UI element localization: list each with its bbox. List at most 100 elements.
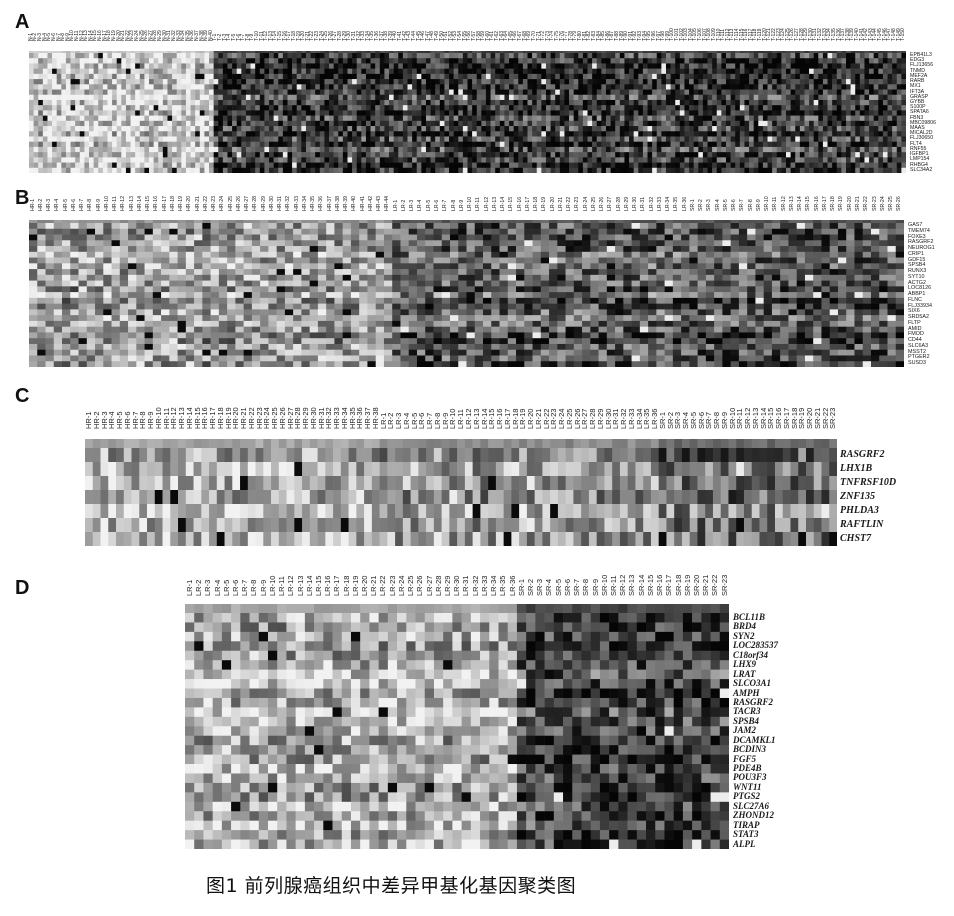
heatmap-cell xyxy=(365,141,371,148)
heatmap-cell xyxy=(485,84,491,90)
heatmap-cell xyxy=(601,162,607,169)
heatmap-cell xyxy=(453,53,459,59)
group-band-cell xyxy=(309,220,319,223)
heatmap-cell xyxy=(522,162,528,169)
heatmap-cell xyxy=(301,89,307,96)
heatmap-cell xyxy=(453,162,459,169)
heatmap-cell xyxy=(84,94,90,101)
heatmap-cell xyxy=(476,89,482,96)
heatmap-cell xyxy=(481,84,487,90)
heatmap-cell xyxy=(167,110,173,116)
heatmap-cell xyxy=(324,89,330,96)
heatmap-cell xyxy=(721,162,727,169)
heatmap-cell xyxy=(250,53,256,59)
heatmap-cell xyxy=(61,146,67,153)
heatmap-cell xyxy=(495,136,501,142)
heatmap-cell xyxy=(38,162,44,169)
heatmap-cell xyxy=(453,94,459,101)
heatmap-cell xyxy=(896,89,902,96)
heatmap-cell xyxy=(596,53,602,59)
group-band-cell xyxy=(375,51,381,53)
heatmap-cell xyxy=(522,58,528,64)
heatmap-cell xyxy=(61,157,67,163)
heatmap-cell xyxy=(661,84,667,90)
group-band-cell xyxy=(639,220,649,223)
heatmap-cell xyxy=(716,141,722,148)
heatmap-cell xyxy=(125,146,131,153)
heatmap-cell xyxy=(813,63,819,69)
heatmap-cell xyxy=(555,63,561,69)
group-band-cell xyxy=(116,51,122,53)
heatmap-cell xyxy=(721,84,727,90)
heatmap-cell xyxy=(342,167,348,173)
heatmap-cell xyxy=(624,53,630,59)
group-band-cell xyxy=(837,220,847,223)
heatmap-cell xyxy=(827,89,833,96)
heatmap-cell xyxy=(481,105,487,111)
group-band-cell xyxy=(53,220,63,223)
heatmap-cell xyxy=(855,146,861,153)
group-band-cell xyxy=(185,220,195,223)
heatmap-cell xyxy=(361,58,367,64)
heatmap-cell xyxy=(287,136,293,142)
heatmap-cell xyxy=(462,84,468,90)
heatmap-cell xyxy=(375,152,381,158)
heatmap-cell xyxy=(776,152,782,158)
heatmap-cell xyxy=(721,105,727,111)
heatmap-cell xyxy=(38,115,44,122)
heatmap-cell xyxy=(130,110,136,116)
heatmap-cell xyxy=(633,68,639,75)
group-band-cell xyxy=(522,51,528,53)
heatmap-cell xyxy=(509,131,514,137)
heatmap-cell xyxy=(462,110,468,116)
heatmap-cell xyxy=(130,73,136,80)
group-band-cell xyxy=(278,51,284,53)
heatmap-cell xyxy=(642,152,648,158)
heatmap-cell xyxy=(218,126,224,132)
heatmap-cell xyxy=(642,84,648,90)
heatmap-cell xyxy=(61,126,67,132)
heatmap-cell xyxy=(162,110,168,116)
heatmap-cell xyxy=(832,79,838,85)
heatmap-cell xyxy=(130,58,136,64)
heatmap-cell xyxy=(615,162,621,169)
heatmap-cell xyxy=(416,162,422,169)
group-band-cell xyxy=(213,51,219,53)
group-band-cell xyxy=(158,51,164,53)
heatmap-cell xyxy=(550,110,556,116)
heatmap-cell xyxy=(241,126,247,132)
group-band-cell xyxy=(767,51,773,53)
group-band-cell xyxy=(392,220,401,223)
heatmap-cell xyxy=(393,146,399,153)
heatmap-cell xyxy=(573,105,579,111)
heatmap-cell xyxy=(282,99,288,106)
heatmap-cell xyxy=(661,157,667,163)
heatmap-cell xyxy=(518,167,524,173)
heatmap-cell xyxy=(416,79,422,85)
heatmap-cell xyxy=(522,131,528,137)
heatmap-cell xyxy=(38,131,44,137)
heatmap-cell xyxy=(282,105,288,111)
heatmap-cell xyxy=(476,99,482,106)
heatmap-cell xyxy=(730,162,736,169)
heatmap-cell xyxy=(541,136,547,142)
heatmap-cell xyxy=(592,120,598,127)
heatmap-cell xyxy=(587,110,593,116)
heatmap-cell xyxy=(342,110,348,116)
heatmap-cell xyxy=(116,53,122,59)
heatmap-cell xyxy=(453,73,459,80)
heatmap-cell xyxy=(693,105,699,111)
heatmap-cell xyxy=(887,94,893,101)
heatmap-cell xyxy=(536,89,542,96)
heatmap-cell xyxy=(172,68,178,75)
heatmap-cell xyxy=(292,110,298,116)
heatmap-cell xyxy=(116,162,122,169)
heatmap-cell xyxy=(144,157,150,163)
heatmap-cell xyxy=(195,53,201,59)
heatmap-cell xyxy=(144,79,150,85)
heatmap-cell xyxy=(739,53,745,59)
heatmap-cell xyxy=(527,110,533,116)
heatmap-cell xyxy=(587,68,593,75)
heatmap-cell xyxy=(624,63,630,69)
heatmap-cell xyxy=(241,63,247,69)
